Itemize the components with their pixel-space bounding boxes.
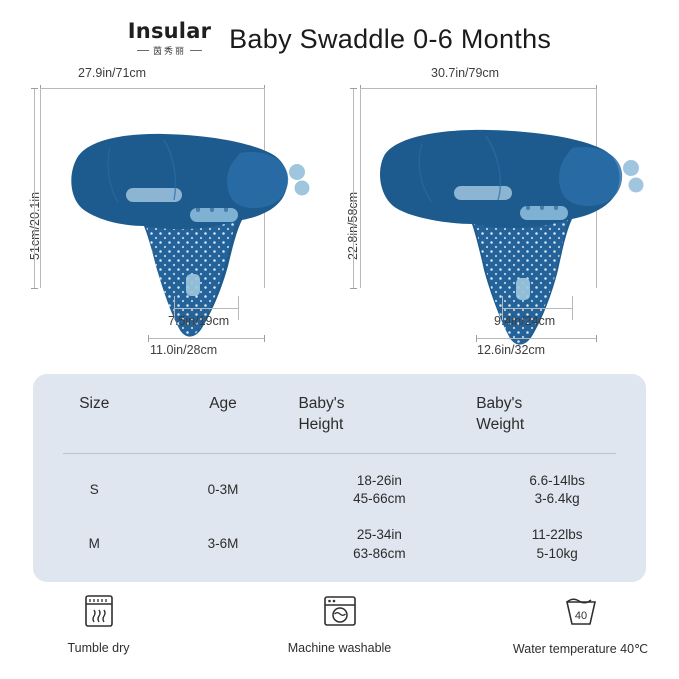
s-bottom-width-label: 11.0in/28cm	[150, 343, 218, 357]
m-top-guide	[360, 88, 596, 89]
size-chart-head: Size Age Baby's Height Baby's Weight	[33, 388, 646, 463]
cell-weight-lbs: 6.6-14lbs	[529, 472, 585, 488]
size-chart-body: S 0-3M 18-26in 45-66cm 6.6-14lbs 3-6.4kg…	[33, 463, 646, 572]
care-item-tumble-dry: Tumble dry	[16, 592, 181, 656]
m-inner-right-guide	[572, 296, 573, 320]
cell-weight-kg: 3-6.4kg	[534, 491, 580, 507]
cell-age: 3-6M	[207, 536, 239, 552]
care-label-tumble-dry: Tumble dry	[67, 641, 130, 655]
m-height-cap-bottom	[350, 288, 357, 289]
table-row: S 0-3M 18-26in 45-66cm 6.6-14lbs 3-6.4kg	[33, 463, 646, 517]
water-temperature-value: 40	[574, 610, 586, 622]
swaddle-illustration-m	[380, 129, 644, 345]
s-inner-right-guide	[238, 296, 239, 320]
cell-weight: 6.6-14lbs 3-6.4kg	[468, 463, 646, 517]
page-title: Baby Swaddle 0-6 Months	[229, 23, 552, 54]
m-left-frame	[360, 88, 361, 288]
s-top-width-label: 27.9in/71cm	[78, 66, 147, 80]
m-bottom-cap-right	[596, 335, 597, 342]
care-instructions: Tumble dry Machine washable	[0, 592, 679, 656]
care-item-water-temperature: 40 Water temperature 40℃	[498, 592, 663, 656]
cell-height-cm: 63-86cm	[353, 545, 406, 561]
cell-height-in: 25-34in	[356, 527, 402, 543]
column-header-size-label: Size	[79, 395, 110, 412]
m-inner-width-label: 9.4in/24cm	[494, 314, 556, 328]
s-height-guide	[34, 88, 35, 288]
brand-rule-right	[189, 50, 202, 51]
column-header-age: Age	[156, 388, 291, 444]
column-header-height-line1: Baby's	[298, 395, 345, 412]
brand-name: Insular	[127, 19, 212, 43]
m-inner-guide	[502, 308, 572, 309]
cell-height: 18-26in 45-66cm	[290, 463, 468, 517]
page-header: Insular 茵秀丽 Baby Swaddle 0-6 Months	[0, 14, 679, 64]
m-bottom-cap-left	[476, 335, 477, 342]
cell-weight-kg: 5-10kg	[536, 545, 578, 561]
column-header-height: Baby's Height	[290, 388, 468, 444]
machine-washable-icon	[321, 592, 359, 632]
care-label-machine-washable: Machine washable	[287, 641, 392, 655]
brand-logo: Insular 茵秀丽	[128, 19, 211, 57]
table-divider-row	[33, 444, 646, 463]
column-header-weight-line2: Weight	[476, 415, 525, 433]
table-row: M 3-6M 25-34in 63-86cm 11-22lbs 5-10kg	[33, 517, 646, 571]
column-header-weight: Baby's Weight	[468, 388, 646, 444]
cell-height: 25-34in 63-86cm	[290, 517, 468, 571]
table-divider-cell	[33, 444, 646, 463]
s-inner-width-label: 7.5in/19cm	[168, 314, 230, 328]
diagram-section: 27.9in/71cm 51cm/20.1in	[0, 60, 679, 370]
column-header-height-line2: Height	[298, 415, 344, 433]
s-height-cap-bottom	[31, 288, 38, 289]
size-chart-table: Size Age Baby's Height Baby's Weight	[33, 388, 646, 572]
column-header-size: Size	[33, 388, 156, 444]
m-bottom-width-label: 12.6in/32cm	[477, 343, 546, 357]
m-height-cap-top	[350, 88, 357, 89]
water-temperature-icon: 40	[561, 592, 601, 632]
s-bottom-cap-right	[264, 335, 265, 342]
tumble-dry-icon	[81, 592, 117, 632]
s-bottom-guide	[148, 338, 264, 339]
cell-weight-lbs: 11-22lbs	[531, 527, 583, 543]
size-chart-card: Size Age Baby's Height Baby's Weight	[33, 374, 646, 582]
cell-weight: 11-22lbs 5-10kg	[468, 517, 646, 571]
cell-height-cm: 45-66cm	[353, 491, 406, 507]
s-inner-guide	[174, 308, 238, 309]
s-top-guide	[40, 88, 264, 89]
s-bottom-cap-left	[148, 335, 149, 342]
column-header-weight-line1: Baby's	[476, 395, 523, 412]
size-m-diagram: 30.7in/79cm 22.8in/58cm	[336, 60, 666, 370]
size-s-diagram: 27.9in/71cm 51cm/20.1in	[14, 60, 334, 370]
cell-age: 0-3M	[207, 481, 239, 497]
brand-rule-left	[136, 50, 149, 51]
m-top-width-label: 30.7in/79cm	[431, 66, 500, 80]
column-header-age-label: Age	[209, 395, 237, 412]
brand-subtitle-row: 茵秀丽	[128, 44, 211, 57]
m-height-guide	[353, 88, 354, 288]
cell-size: S	[89, 481, 99, 497]
m-bottom-guide	[476, 338, 596, 339]
cell-size: M	[88, 536, 100, 552]
care-item-machine-washable: Machine washable	[257, 592, 422, 656]
brand-subtitle: 茵秀丽	[152, 46, 186, 56]
table-header-row: Size Age Baby's Height Baby's Weight	[33, 388, 646, 444]
s-height-cap-top	[31, 88, 38, 89]
swaddle-illustration-s	[71, 133, 310, 337]
cell-height-in: 18-26in	[356, 472, 402, 488]
s-left-frame	[40, 88, 41, 288]
table-divider	[63, 452, 616, 454]
care-label-water-temperature: Water temperature 40℃	[512, 642, 649, 656]
